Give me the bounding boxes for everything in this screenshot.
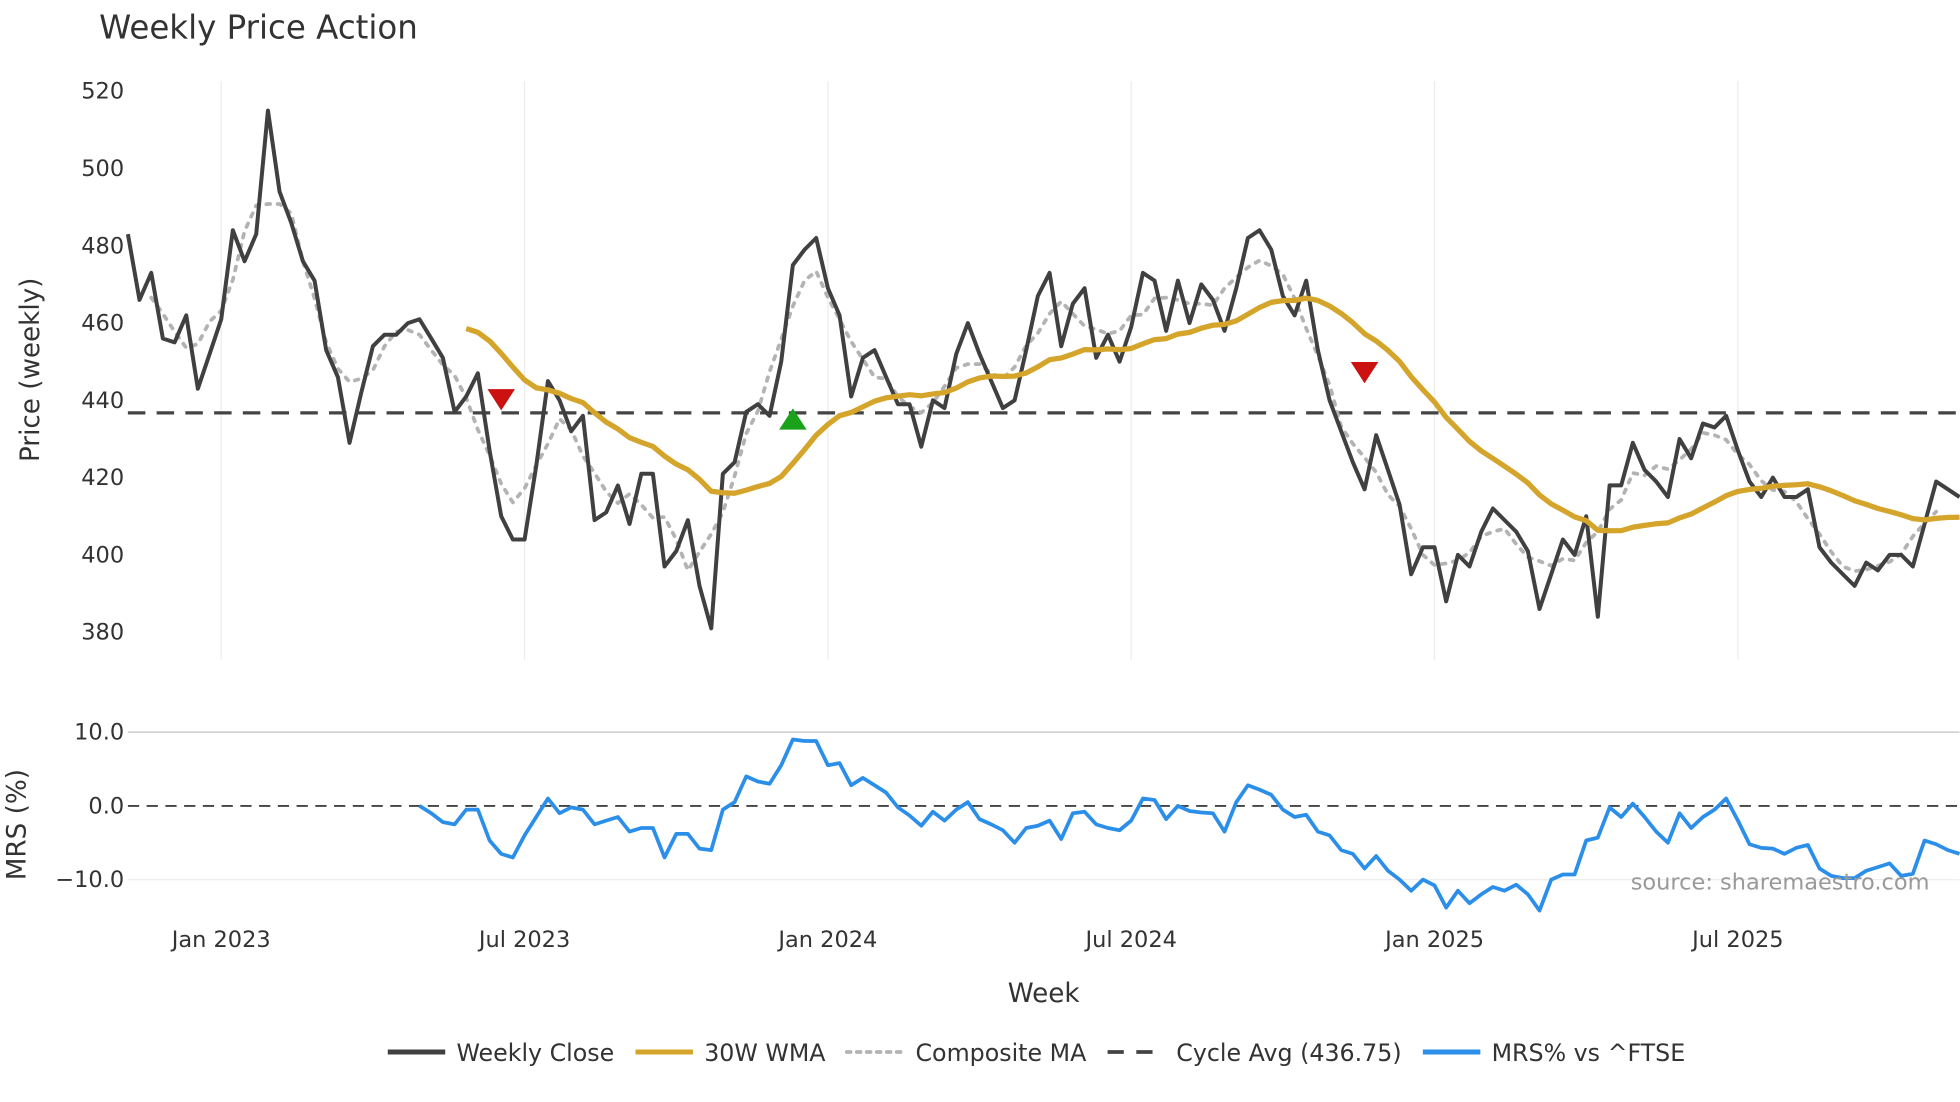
gridlines	[127, 81, 1960, 881]
legend-label: MRS% vs ^FTSE	[1492, 1039, 1686, 1067]
wma-line	[465, 295, 1960, 534]
top-y-tick-label: 440	[81, 388, 124, 414]
bottom-y-tick-label: 0.0	[88, 793, 124, 819]
legend-label: Cycle Avg (436.75)	[1176, 1039, 1401, 1067]
sell-signal-marker	[1350, 362, 1379, 384]
top-y-tick-label: 520	[81, 79, 124, 105]
source-annotation: source: sharemaestro.com	[1631, 870, 1930, 896]
x-tick-label: Jan 2023	[170, 927, 271, 953]
sell-signal-marker	[487, 389, 515, 411]
buy-signal-marker	[779, 408, 807, 430]
legend-label: Composite MA	[915, 1039, 1087, 1067]
x-tick-label: Jan 2025	[1383, 927, 1484, 953]
chart-title: Weekly Price Action	[99, 9, 418, 47]
x-ticks: Jan 2023 Jul 2023 Jan 2024 Jul 2024 Jan 2025…	[170, 927, 1784, 953]
x-tick-label: Jul 2023	[477, 927, 570, 953]
legend-label: 30W WMA	[704, 1039, 826, 1067]
composite-ma-line	[149, 202, 1939, 573]
x-tick-label: Jul 2025	[1690, 927, 1783, 953]
x-axis-label: Week	[1008, 979, 1081, 1009]
top-y-tick-label: 480	[81, 233, 124, 259]
top-y-ticks: 520 500 480 460 440 420 400 380	[81, 79, 124, 646]
weekly-close-line	[125, 108, 1960, 631]
x-tick-label: Jul 2024	[1084, 927, 1177, 953]
mrs-line	[418, 737, 1960, 913]
x-tick-label: Jan 2024	[776, 927, 877, 953]
bottom-y-tick-label: −10.0	[55, 867, 124, 893]
bottom-y-ticks: 10.0 0.0 −10.0	[55, 720, 124, 893]
top-y-tick-label: 380	[81, 620, 124, 646]
top-y-tick-label: 400	[81, 542, 124, 568]
top-y-tick-label: 420	[81, 465, 124, 491]
series	[125, 108, 1960, 913]
top-y-axis-label: Price (weekly)	[16, 278, 46, 462]
top-y-tick-label: 460	[81, 311, 124, 337]
bottom-y-tick-label: 10.0	[74, 720, 124, 746]
top-y-tick-label: 500	[81, 156, 124, 182]
legend-label: Weekly Close	[456, 1039, 614, 1067]
bottom-y-axis-label: MRS (%)	[2, 769, 32, 880]
legend: Weekly Close 30W WMA Composite MA Cycle Avg…	[387, 1039, 1686, 1067]
